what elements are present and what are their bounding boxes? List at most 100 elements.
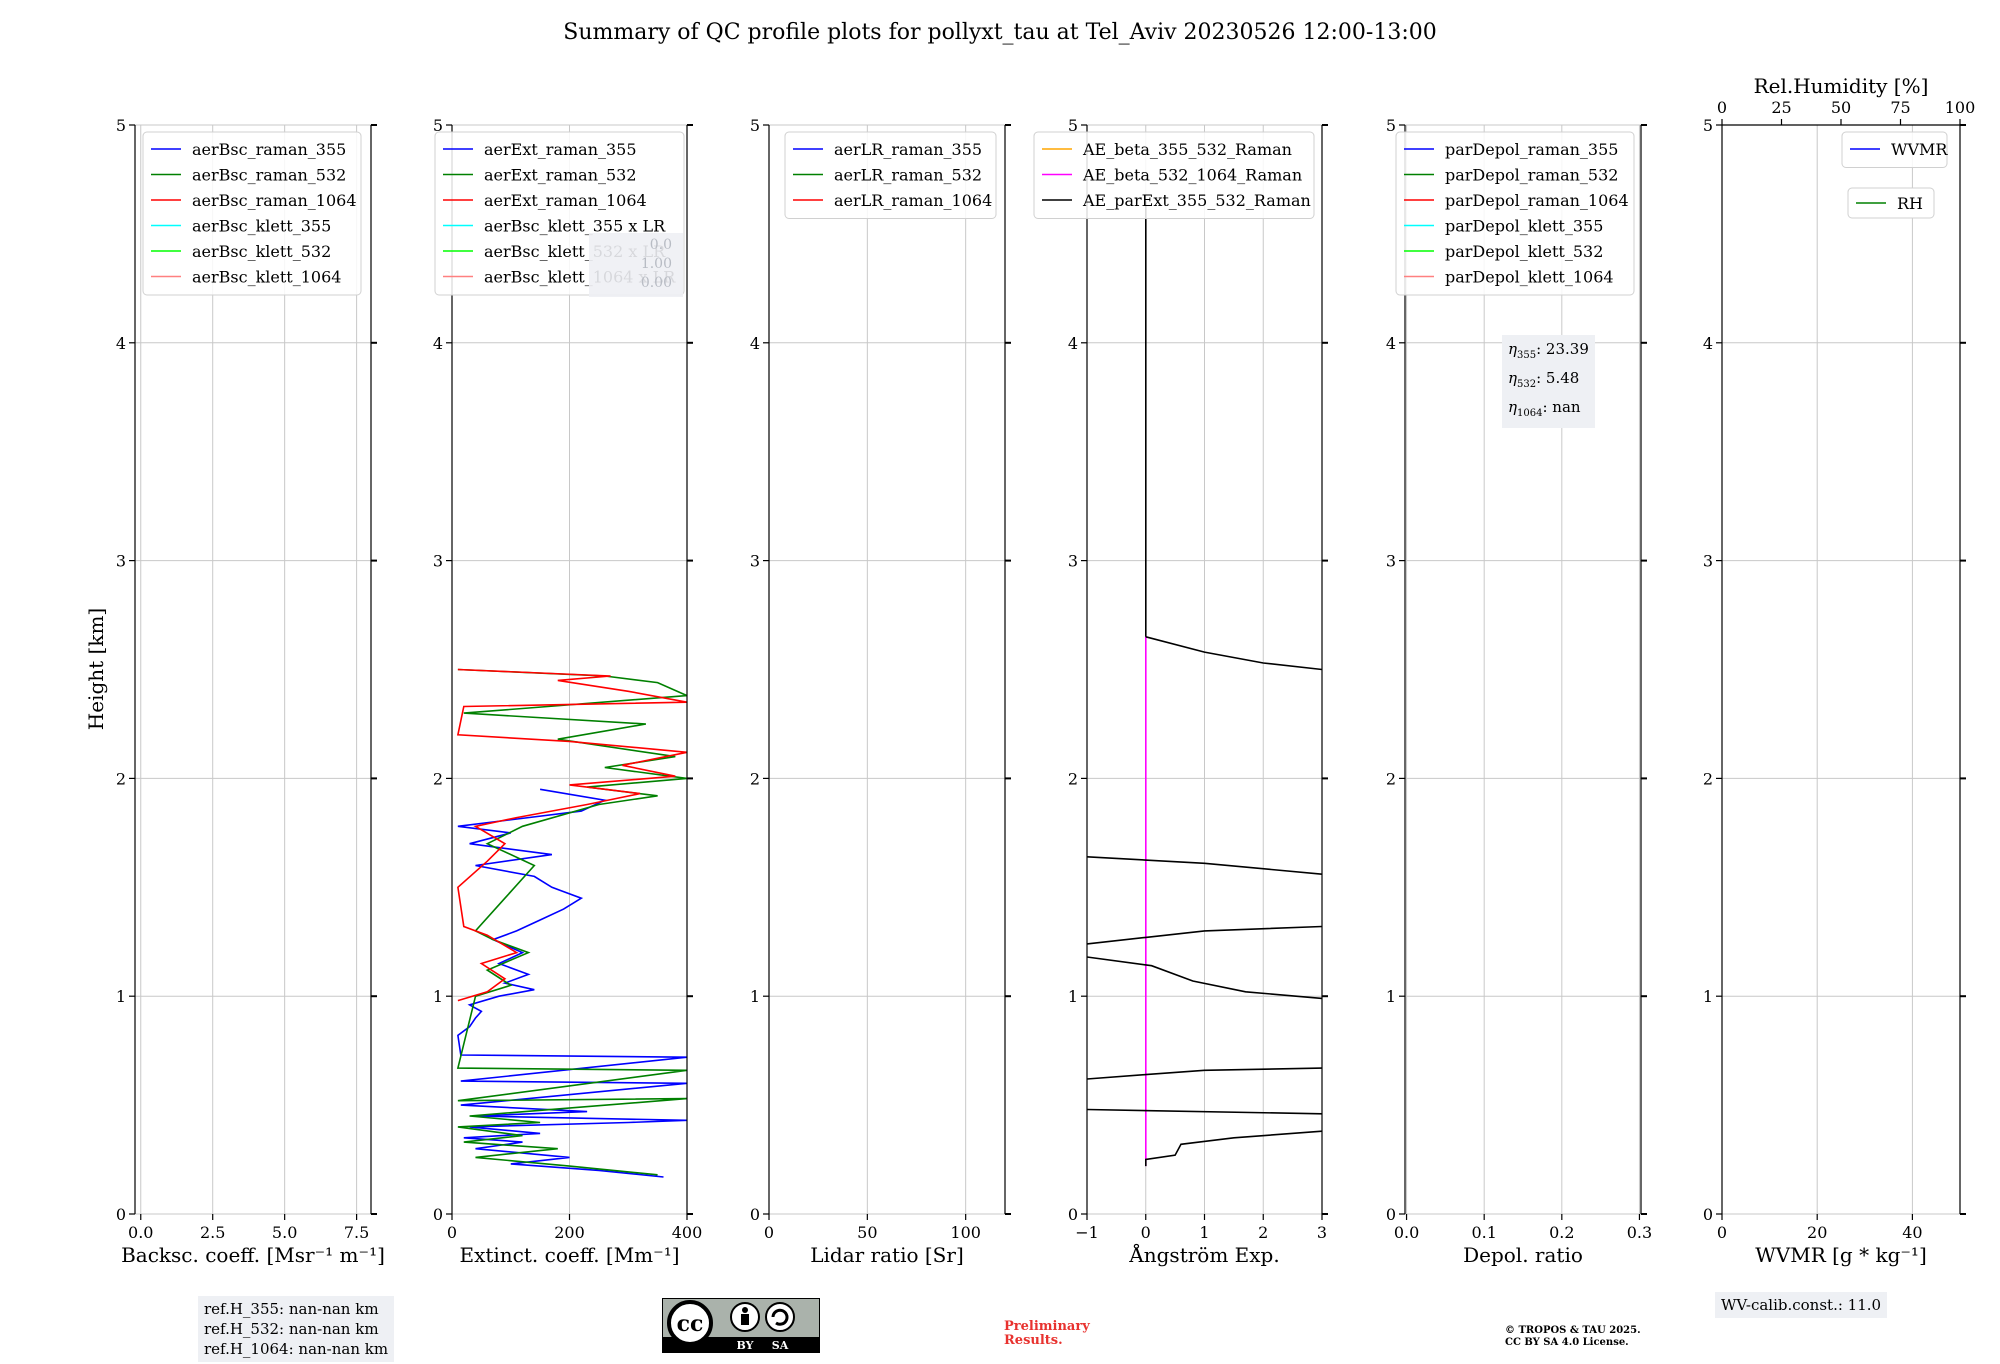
legend-label: AE_beta_532_1064_Raman [1082, 166, 1302, 185]
y-tick-label: 0 [1703, 1205, 1713, 1224]
y-tick-label: 0 [1068, 1205, 1078, 1224]
y-tick-label: 2 [1703, 769, 1713, 788]
legend-frame [784, 131, 997, 219]
y-axis-label: Height [km] [84, 608, 108, 730]
panel-depol: 0.0 0.1 0.2 0.3 0 1 2 3 4 5 Depol. ratio parDepol_r… [1386, 116, 1652, 1267]
ref-height-532: ref.H_532: nan-nan km [204, 1320, 379, 1338]
faint-text: 0.00 [641, 275, 672, 291]
eta-1064: η1064: nan [1508, 398, 1581, 419]
y-tick-label: 5 [433, 116, 443, 135]
y-tick-label: 3 [433, 552, 443, 571]
legend-label: parDepol_klett_532 [1445, 242, 1603, 261]
x-axis-label: Lidar ratio [Sr] [810, 1243, 964, 1267]
x-tick-label: 2 [1258, 1223, 1268, 1242]
y-tick-label: 1 [750, 987, 760, 1006]
y-tick-label: 4 [750, 334, 760, 353]
x-tick-label: 0 [764, 1223, 774, 1242]
panel-lr: 0 50 100 0 1 2 3 4 5 Lidar ratio [Sr] aerLR_raman_… [750, 116, 1011, 1267]
y-tick-label: 5 [750, 116, 760, 135]
legend-label: AE_beta_355_532_Raman [1082, 140, 1292, 159]
panel-ext: 0 200 400 0 1 2 3 4 5 Extinct. coeff. [Mm⁻¹] aerEx… [433, 116, 702, 1267]
legend-label: aerBsc_klett_532 [192, 242, 331, 261]
x-tick-label: 100 [950, 1223, 981, 1242]
legend-label: parDepol_klett_1064 [1445, 268, 1614, 287]
series-line-AE_parExt_355_532_Raman [1086, 956, 1323, 1000]
legend-label: parDepol_raman_532 [1445, 166, 1618, 185]
x-axis-label: Depol. ratio [1463, 1243, 1583, 1267]
copyright-note: © TROPOS & TAU 2025. CC BY SA 4.0 Licens… [1505, 1325, 1641, 1348]
faint-text: 1.00 [641, 256, 672, 272]
eta-355: η355: 23.39 [1508, 340, 1589, 361]
y-tick-label: 0 [433, 1205, 443, 1224]
x-axis-label: Ångström Exp. [1128, 1242, 1279, 1267]
sa-text: SA [772, 1339, 789, 1352]
legend: AE_beta_355_532_Raman AE_beta_532_1064_Ra… [1033, 131, 1315, 219]
series-line-AE_parExt_355_532_Raman [1086, 856, 1323, 875]
y-tick-label: 3 [1068, 552, 1078, 571]
ref-height-box: ref.H_355: nan-nan km ref.H_532: nan-nan… [198, 1296, 395, 1362]
y-tick-label: 2 [1068, 769, 1078, 788]
y-tick-label: 3 [750, 552, 760, 571]
ref-height-1064: ref.H_1064: nan-nan km [204, 1340, 389, 1358]
y-tick-label: 5 [1386, 116, 1396, 135]
legend-label: aerLR_raman_532 [834, 166, 982, 185]
x-tick-label: 0 [1141, 1223, 1151, 1242]
x-tick-label: 50 [857, 1223, 877, 1242]
legend-frame [1395, 131, 1635, 296]
y-tick-label: 1 [1386, 987, 1396, 1006]
y-tick-label: 2 [433, 769, 443, 788]
x-tick-label: 7.5 [344, 1223, 369, 1242]
panel-bsc: 0.0 2.5 5.0 7.5 0 1 2 3 4 5 Backsc. coeff. [Msr⁻¹ … [116, 116, 385, 1267]
panel-wv: 0 20 40 0 1 2 3 4 5 WVMR [g * kg⁻¹] 0 25 50 75 100 Rel.… [1703, 74, 1975, 1267]
series-line-aerExt_raman_355 [457, 788, 688, 1178]
y-tick-label: 5 [116, 116, 126, 135]
y-tick-label: 0 [750, 1205, 760, 1224]
legend: WVMR RH [1841, 131, 1948, 219]
x-tick-label: 400 [672, 1223, 703, 1242]
legend: aerLR_raman_355 aerLR_raman_532 aerLR_rama… [784, 131, 997, 219]
top-tick-label: 50 [1831, 98, 1851, 117]
y-tick-label: 1 [433, 987, 443, 1006]
by-text: BY [737, 1339, 754, 1352]
legend-label: aerBsc_raman_1064 [192, 191, 357, 210]
y-tick-label: 4 [1703, 334, 1713, 353]
legend-label: parDepol_raman_355 [1445, 140, 1618, 159]
legend-label: RH [1897, 194, 1923, 213]
cc-license-badge: cc BY SA [662, 1298, 820, 1353]
x-tick-label: 0.2 [1549, 1223, 1574, 1242]
y-tick-label: 1 [1703, 987, 1713, 1006]
x-tick-label: 1 [1199, 1223, 1209, 1242]
legend-label: aerLR_raman_1064 [834, 191, 992, 210]
top-axis-label: Rel.Humidity [%] [1754, 74, 1929, 98]
y-tick-label: 4 [1068, 334, 1078, 353]
y-tick-label: 3 [1703, 552, 1713, 571]
y-tick-label: 2 [750, 769, 760, 788]
cc-logo-text: cc [677, 1311, 704, 1337]
legend-label: parDepol_raman_1064 [1445, 191, 1629, 210]
y-tick-label: 1 [1068, 987, 1078, 1006]
legend-label: aerBsc_raman_532 [192, 166, 346, 185]
x-tick-label: 0 [1717, 1223, 1727, 1242]
legend-frame [142, 131, 362, 296]
wv-calib-box: WV-calib.const.: 11.0 [1715, 1292, 1888, 1318]
preliminary-results-note: Preliminary Results. [1004, 1319, 1090, 1348]
x-axis-label: Extinct. coeff. [Mm⁻¹] [459, 1243, 679, 1267]
top-tick-label: 75 [1890, 98, 1910, 117]
y-tick-label: 3 [1386, 552, 1396, 571]
x-tick-label: 0 [447, 1223, 457, 1242]
x-tick-label: 20 [1807, 1223, 1827, 1242]
top-tick-label: 100 [1945, 98, 1976, 117]
legend-label: aerBsc_raman_355 [192, 140, 346, 159]
ref-height-355: ref.H_355: nan-nan km [204, 1300, 379, 1318]
top-tick-label: 0 [1717, 98, 1727, 117]
wv-calib-const: WV-calib.const.: 11.0 [1721, 1296, 1882, 1314]
ext-faint-annotation: 0.0 1.00 0.00 [589, 233, 683, 297]
x-tick-label: 2.5 [200, 1223, 225, 1242]
legend-label: aerBsc_klett_355 x LR [484, 217, 666, 236]
y-tick-label: 2 [1386, 769, 1396, 788]
x-axis-label: WVMR [g * kg⁻¹] [1755, 1243, 1927, 1267]
faint-box [589, 233, 683, 297]
y-tick-label: 2 [116, 769, 126, 788]
series-line-AE_parExt_355_532_Raman [1086, 1108, 1323, 1115]
